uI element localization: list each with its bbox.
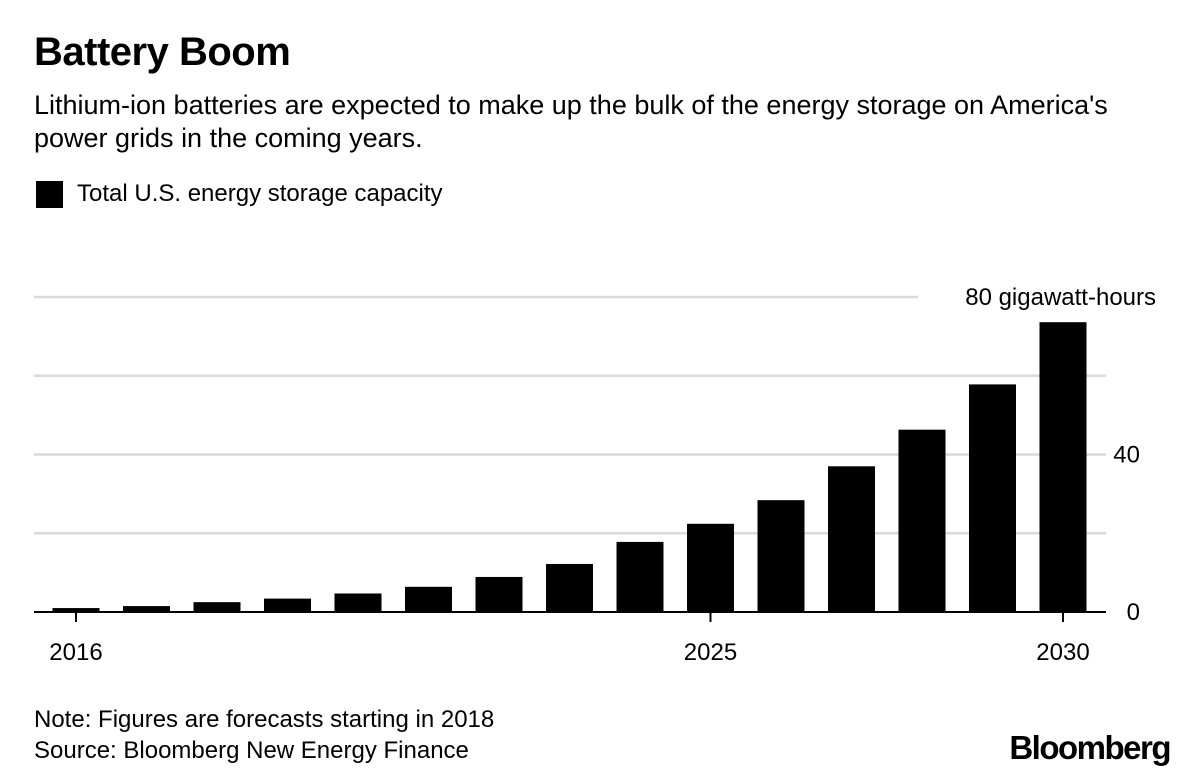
bar	[193, 602, 241, 612]
bar	[969, 384, 1016, 612]
bar-chart: 0 40 80 gigawatt-hours 2016 2025 2030	[34, 284, 1156, 666]
bar	[405, 586, 452, 612]
bar	[264, 598, 311, 612]
legend-swatch	[36, 180, 63, 208]
footnote: Note: Figures are forecasts starting in …	[34, 704, 494, 766]
bar	[757, 500, 805, 612]
x-tick-label: 2030	[1036, 639, 1089, 666]
legend: Total U.S. energy storage capacity	[36, 180, 443, 208]
y-tick-label: 0	[1127, 599, 1140, 626]
bloomberg-logo: Bloomberg	[1009, 729, 1171, 766]
bar	[334, 593, 382, 612]
bar	[1039, 322, 1087, 612]
x-tick-label: 2025	[684, 639, 737, 666]
bar	[546, 563, 593, 612]
bar	[687, 523, 734, 612]
legend-label: Total U.S. energy storage capacity	[77, 180, 443, 207]
note-text: Note: Figures are forecasts starting in …	[34, 706, 495, 733]
chart-subtitle: Lithium-ion batteries are expected to ma…	[34, 90, 1108, 153]
bar	[475, 576, 523, 612]
bar	[52, 608, 100, 612]
x-tick-label: 2016	[49, 639, 102, 666]
bar	[123, 606, 170, 612]
source-text: Source: Bloomberg New Energy Finance	[34, 737, 469, 764]
chart-title: Battery Boom	[34, 30, 291, 74]
bar	[898, 429, 946, 612]
y-tick-label: 80 gigawatt-hours	[965, 284, 1156, 311]
y-tick-label: 40	[1113, 442, 1140, 469]
bar	[616, 541, 664, 612]
bar	[828, 466, 875, 612]
